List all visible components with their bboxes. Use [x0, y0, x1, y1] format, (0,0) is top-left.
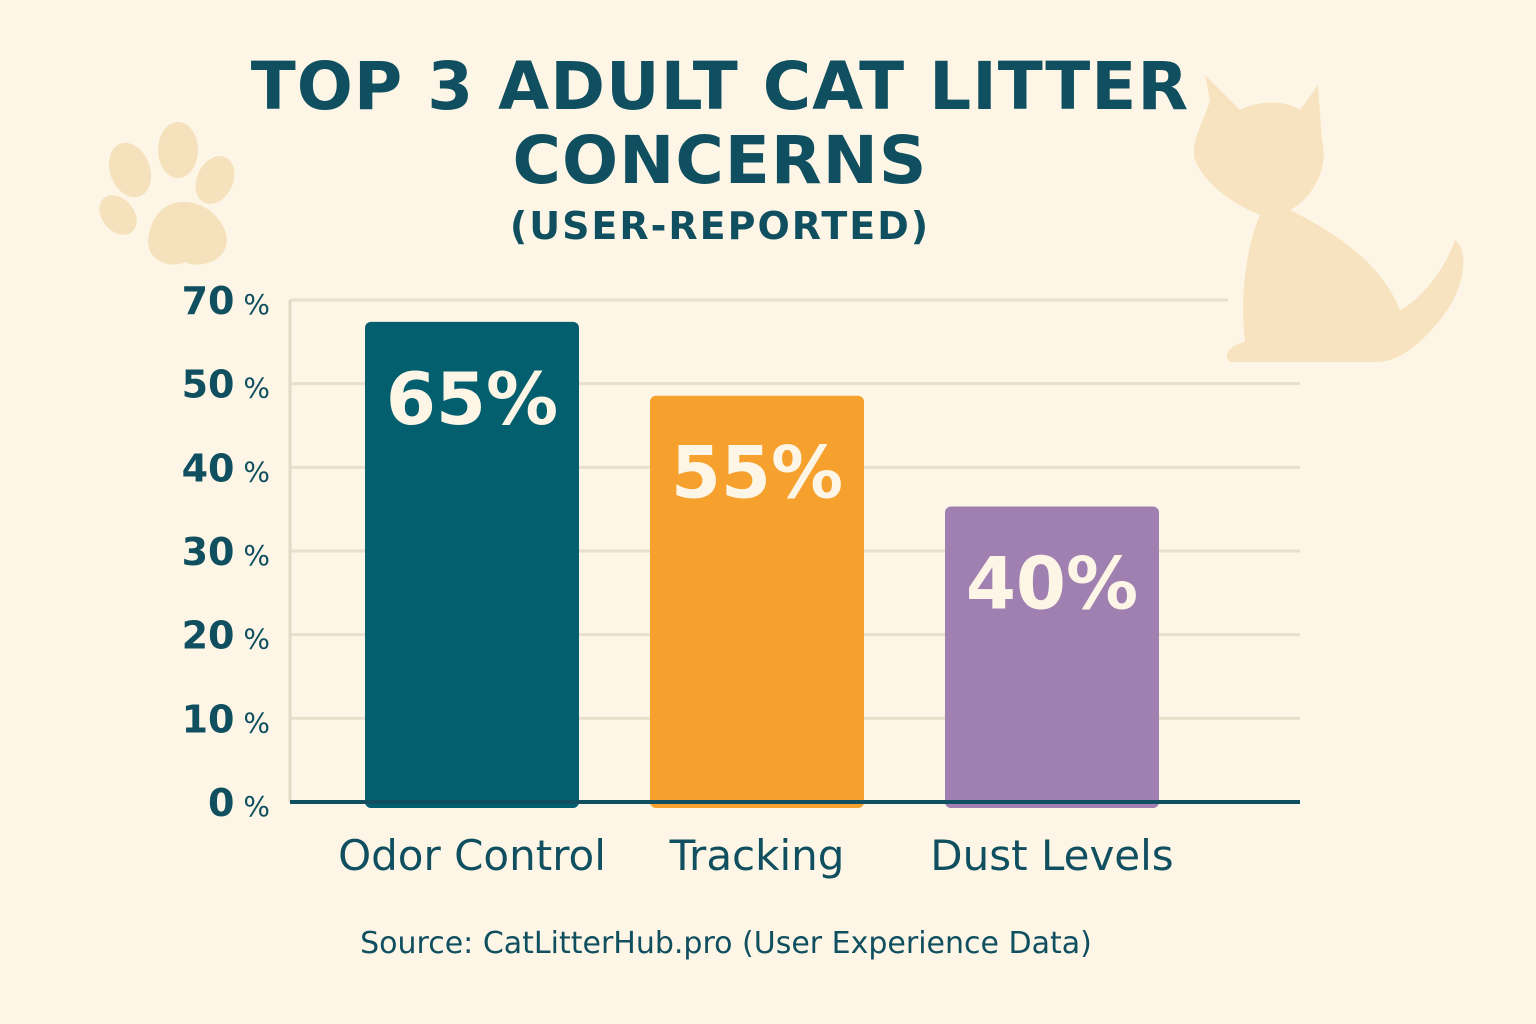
bar-data-label: 55% — [671, 431, 843, 515]
bar-odor-control — [365, 321, 579, 808]
y-tick-label: 20 % — [182, 614, 270, 658]
y-tick-label: 70 % — [182, 279, 270, 323]
y-tick-label: 10 % — [182, 697, 270, 741]
y-tick-label: 50 % — [182, 363, 270, 407]
y-tick-label: 30 % — [182, 530, 270, 574]
x-tick-label: Dust Levels — [930, 831, 1173, 880]
cat-silhouette-icon — [1193, 75, 1464, 362]
paw-print-icon — [99, 122, 235, 265]
chart-title-line-1: TOP 3 ADULT CAT LITTER — [250, 48, 1190, 125]
source-note: Source: CatLitterHub.pro (User Experienc… — [360, 926, 1092, 961]
bar-dust-levels — [945, 506, 1159, 808]
chart-subtitle: (USER-REPORTED) — [509, 204, 931, 248]
x-tick-label: Odor Control — [338, 831, 606, 880]
chart-title-line-2: CONCERNS — [512, 122, 928, 199]
bar-data-label: 65% — [386, 357, 558, 441]
bar-tracking — [650, 395, 864, 808]
bar-data-label: 40% — [966, 542, 1138, 626]
y-tick-label: 40 % — [182, 446, 270, 490]
y-tick-label: 0 % — [208, 781, 270, 825]
x-tick-label: Tracking — [669, 831, 845, 880]
